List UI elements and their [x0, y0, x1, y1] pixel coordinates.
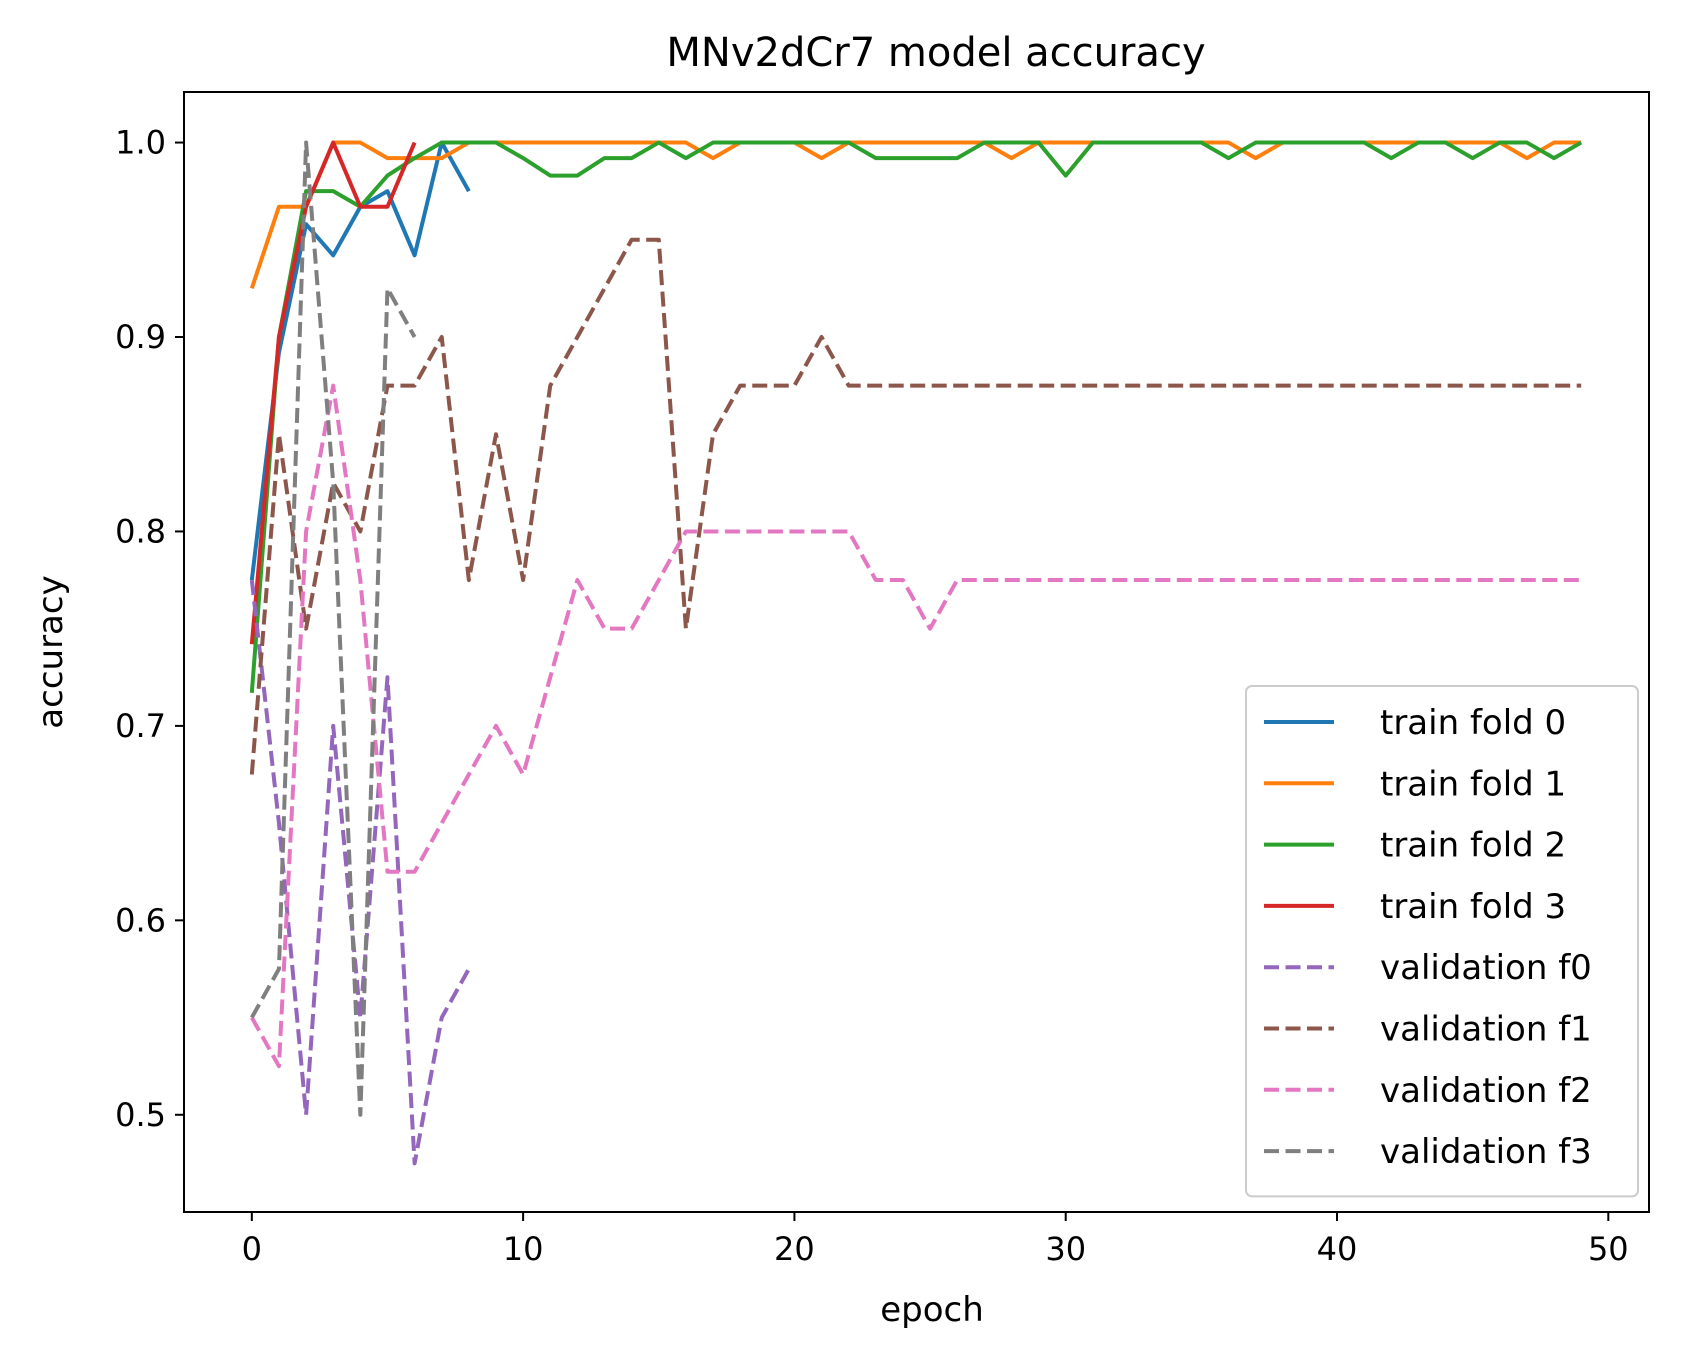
x-tick-label: 0: [242, 1230, 262, 1268]
ticks-layer: 0 10 20 30 40 50 0.5 0.6 0.7 0.8 0.9 1.0: [115, 124, 1629, 1268]
series-line-train-fold-2: [249, 140, 1583, 693]
legend-label: validation f1: [1380, 1010, 1592, 1050]
legend-label: validation f0: [1380, 948, 1592, 988]
y-tick-label: 0.9: [115, 318, 166, 356]
y-tick-label: 0.5: [115, 1096, 166, 1134]
x-tick-label: 20: [774, 1230, 815, 1268]
legend-box: [1245, 685, 1639, 1198]
series-line-validation-f2: [250, 383, 1582, 1069]
y-tick-label: 0.7: [115, 707, 166, 745]
chart-title: MNv2dCr7 model accuracy: [666, 30, 1205, 76]
x-tick-label: 40: [1317, 1230, 1358, 1268]
x-axis-label: epoch: [880, 1290, 984, 1330]
x-tick-label: 50: [1588, 1230, 1629, 1268]
legend-label: validation f3: [1380, 1132, 1592, 1172]
legend-label: train fold 0: [1380, 703, 1566, 743]
y-axis-label: accuracy: [31, 575, 71, 728]
legend-label: train fold 1: [1380, 764, 1566, 804]
series-layer: [249, 140, 1583, 1166]
series-line-validation-f3: [250, 140, 417, 1117]
plot-frame: [183, 91, 1650, 1213]
series-line-validation-f1: [249, 237, 1582, 775]
y-tick-label: 0.8: [115, 512, 166, 550]
legend: train fold 0 train fold 1 train fold 2 trai…: [1245, 685, 1639, 1198]
legend-label: validation f2: [1380, 1071, 1592, 1111]
legend-label: train fold 2: [1380, 826, 1566, 866]
series-line-train-fold-3: [249, 140, 417, 645]
x-tick-label: 10: [503, 1230, 544, 1268]
x-tick-label: 30: [1045, 1230, 1086, 1268]
y-tick-label: 1.0: [115, 124, 166, 162]
legend-label: train fold 3: [1380, 887, 1566, 927]
y-tick-label: 0.6: [115, 901, 166, 939]
